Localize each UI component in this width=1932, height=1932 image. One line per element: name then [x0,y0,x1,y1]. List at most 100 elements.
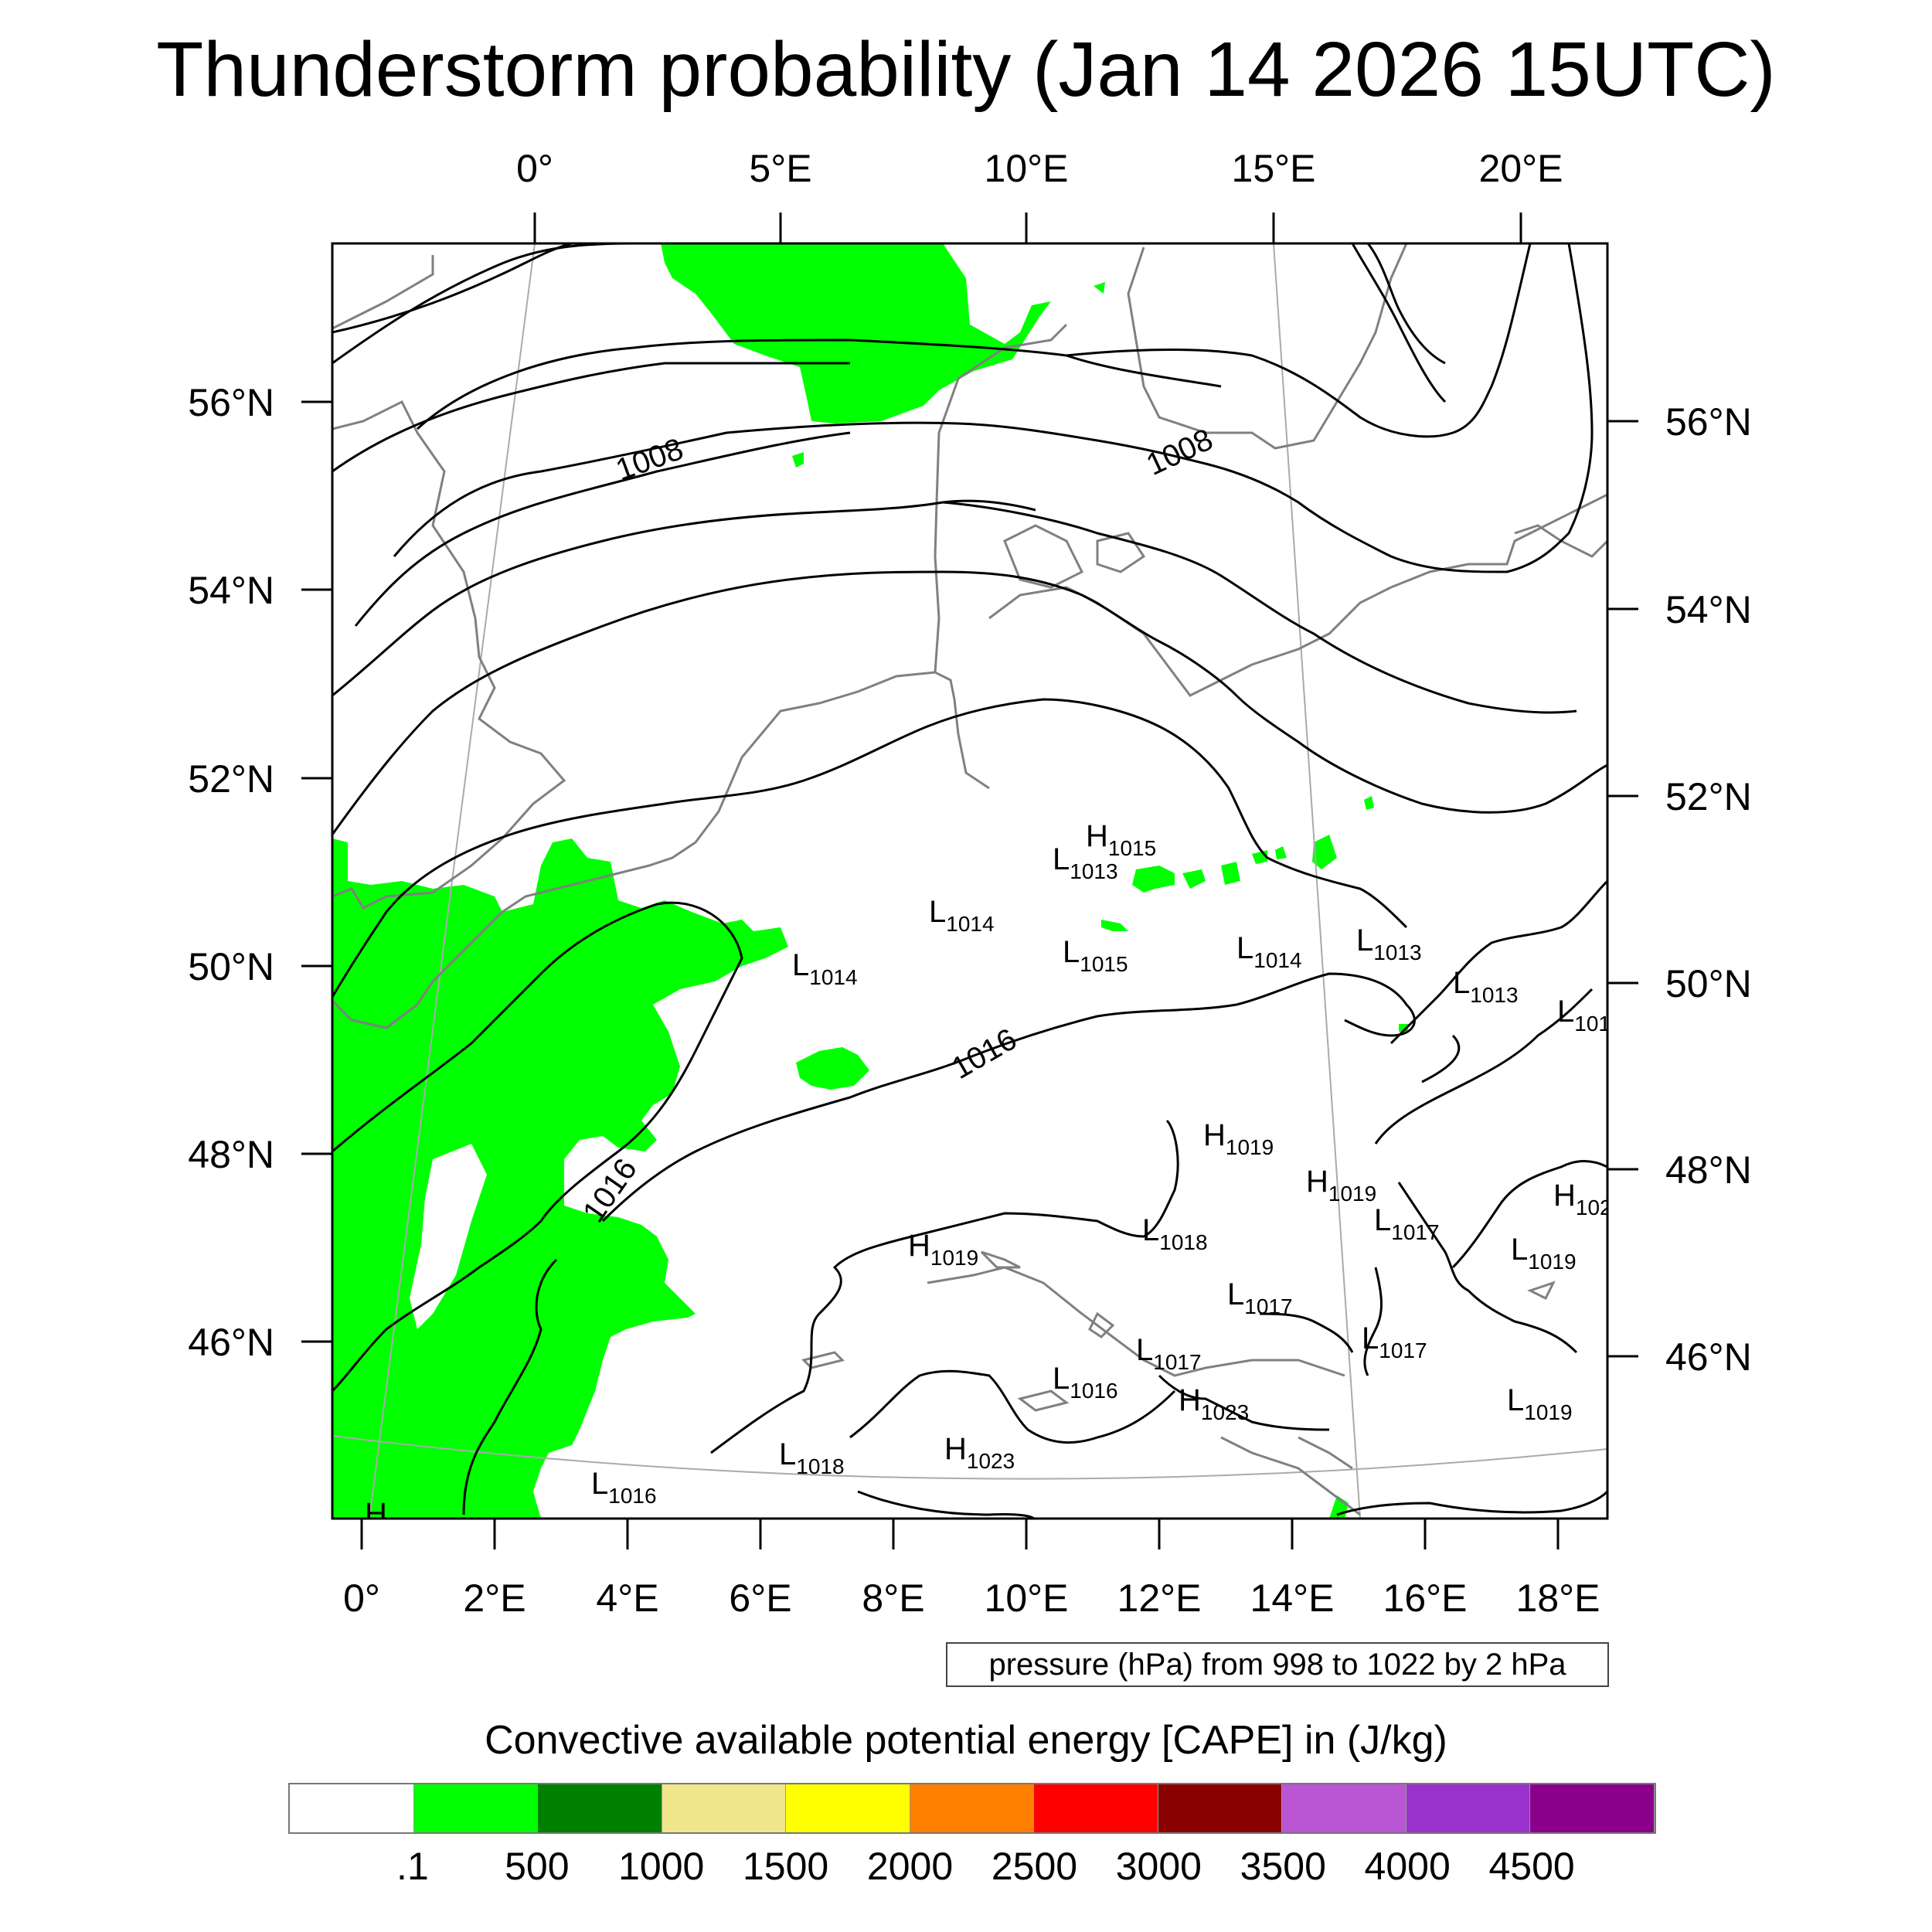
colorbar-label: 4500 [1488,1845,1575,1888]
pressure-center: L1014 [792,948,858,989]
pressure-center: L1013 [1453,966,1519,1007]
isobar-1016-a [332,901,743,1393]
isobar-1018-b [1374,988,1594,1145]
isobar-1010 [354,431,1577,714]
colorbar-swatch [1158,1784,1283,1832]
pressure-center: H1019 [1203,1118,1274,1159]
top-lon-label: 0° [516,147,553,190]
isobar-1008-a [393,243,1594,573]
isobar-1014-a [332,570,1607,835]
bottom-lon-label: 10°E [985,1577,1069,1620]
cape-area-west [332,838,788,1519]
pressure-center: L1017 [1374,1203,1440,1244]
colorbar-swatch [413,1784,539,1832]
pressure-centers: H1015 L1013 L1014 L1014 L1015 L1014 L101… [365,819,1612,1519]
isobar-2 [332,243,1446,365]
colorbar-label: 2000 [866,1845,954,1888]
bottom-lon-label: 6°E [729,1577,791,1620]
colorbar-label: 2500 [991,1845,1078,1888]
pressure-center: L1018 [779,1437,845,1478]
cape-area-west-gap [410,1144,487,1329]
pressure-center: L1014 [1236,931,1302,972]
colorbar-swatch [1530,1784,1655,1832]
contour-labels: 1008 1008 1016 1016 [577,422,1218,1228]
pressure-center: H1019 [1306,1165,1376,1206]
pressure-info-box: pressure (hPa) from 998 to 1022 by 2 hPa [946,1642,1609,1687]
pressure-center: H1023 [944,1432,1015,1473]
bottom-lon-label: 2°E [463,1577,526,1620]
left-lat-label: 46°N [188,1321,274,1364]
bottom-longitude-labels: 0° 2°E 4°E 6°E 8°E 10°E 12°E 14°E 16°E 1… [343,1577,1600,1620]
pressure-center: L1015 [1063,935,1128,976]
bottom-lon-label: 14°E [1250,1577,1335,1620]
left-lat-label: 48°N [188,1133,274,1176]
isobar-1018 [710,1119,1179,1454]
coast-britain [332,255,566,910]
coast-continent [332,671,990,1029]
contour-label: 1008 [611,432,688,488]
right-lat-label: 46°N [1665,1335,1752,1379]
top-lon-label: 5°E [749,147,811,190]
top-lon-label: 10°E [985,147,1069,190]
left-lat-label: 56°N [188,381,274,424]
colorbar-title: Convective available potential energy [C… [485,1718,1447,1763]
pressure-center: L1014 [929,895,995,936]
pressure-center: L1017 [1362,1321,1427,1362]
pressure-center: H102 [1553,1179,1612,1219]
cape-area-north-sea [661,243,1051,423]
isobar-1020-c [1397,1182,1578,1354]
map-title: Thunderstorm probability (Jan 14 2026 15… [156,26,1776,113]
left-lat-label: 52°N [188,757,274,801]
colorbar-label: 500 [505,1845,570,1888]
colorbar-labels: .1 500 1000 1500 2000 2500 3000 3500 4000 4500 [288,1843,1656,1897]
colorbar-label: 3000 [1115,1845,1202,1888]
bottom-lon-label: 18°E [1516,1577,1600,1620]
pressure-center: L1013 [1053,842,1118,883]
pressure-center: L1016 [591,1467,657,1508]
right-lat-label: 50°N [1665,962,1752,1005]
isobar-1020-b [857,1490,1036,1519]
colorbar-swatch [786,1784,910,1832]
isobar-1020-a [849,1369,1176,1444]
colorbar-swatch [1282,1784,1406,1832]
left-latitude-labels: 56°N 54°N 52°N 50°N 48°N 46°N [188,381,274,1364]
isobar-1020-e [1158,1374,1330,1431]
pressure-center: L1019 [1511,1233,1577,1274]
lakes [801,1250,1556,1412]
colorbar-swatch [290,1784,414,1832]
isobar-east [1389,879,1607,1045]
left-lat-label: 50°N [188,945,274,988]
tick-marks [301,213,1638,1549]
colorbar-swatch [538,1784,662,1832]
isobar-1014-b [332,698,1408,998]
coast-adriatic [1220,1436,1361,1516]
contour-label: 1016 [946,1022,1022,1086]
meridian-0 [369,243,536,1519]
parallel-45n [332,1435,1607,1480]
contour-label: 1008 [1141,422,1218,481]
colorbar-label: 3500 [1240,1845,1326,1888]
cape-colorbar [288,1783,1656,1834]
bottom-lon-label: 0° [343,1577,380,1620]
right-lat-label: 48°N [1665,1148,1752,1192]
top-lon-label: 20°E [1479,147,1563,190]
isobar-4 [332,243,1447,473]
right-latitude-labels: 56°N 54°N 52°N 50°N 48°N 46°N [1665,400,1752,1379]
isobar-1016-c [462,1258,558,1515]
pressure-center: L1016 [1053,1362,1118,1403]
top-longitude-labels: 0° 5°E 10°E 15°E 20°E [516,147,1563,190]
right-lat-label: 56°N [1665,400,1752,444]
pressure-center: L1017 [1136,1333,1202,1374]
colorbar-swatch [1034,1784,1158,1832]
pressure-center: L1017 [1227,1277,1293,1318]
plot-frame [331,242,1609,1520]
pressure-center: H1019 [908,1229,978,1270]
pressure-center: L1013 [1356,923,1422,964]
pressure-center: L1019 [1507,1383,1573,1424]
colorbar-label: 1500 [743,1845,829,1888]
colorbar-swatch [662,1784,787,1832]
isobar-1020-d [1259,1267,1383,1376]
colorbar-label: .1 [396,1845,429,1888]
colorbar-swatch [910,1784,1035,1832]
